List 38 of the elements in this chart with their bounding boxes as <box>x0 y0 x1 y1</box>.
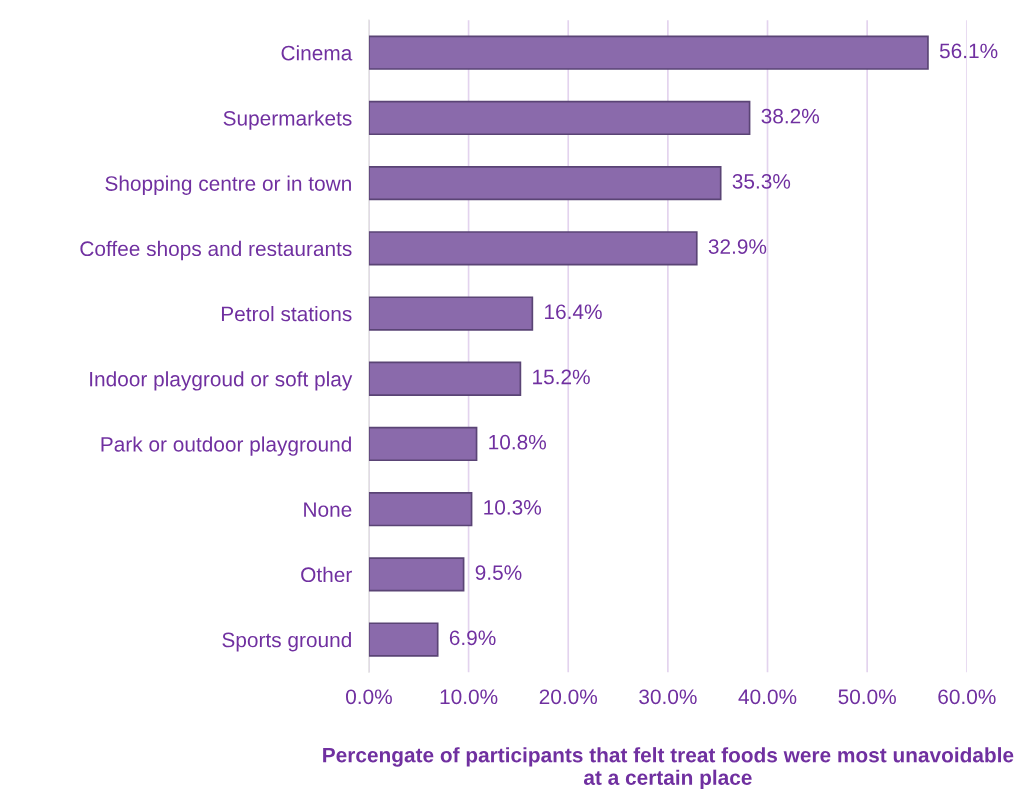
y-tick-label: None <box>304 502 352 517</box>
bar <box>368 100 751 136</box>
x-tick-label: 40.0% <box>738 689 797 705</box>
data-label: 10.3% <box>484 500 542 515</box>
y-tick-label: Coffee shops and restaurants <box>80 240 352 261</box>
x-tick-label: 0.0% <box>346 689 392 705</box>
data-label: 10.8% <box>489 434 546 450</box>
y-tick-label: Cinema <box>281 45 353 61</box>
bar <box>368 492 473 527</box>
y-tick-label: Shopping centre or in town <box>105 175 351 196</box>
x-tick-label: 60.0% <box>938 689 996 705</box>
data-label: 15.2% <box>533 369 590 385</box>
data-label: 32.9% <box>708 239 767 254</box>
bar <box>368 296 534 331</box>
data-label: 38.2% <box>761 108 820 124</box>
bar <box>368 622 439 657</box>
x-tick-label: 10.0% <box>440 689 498 705</box>
y-tick-label: Supermarkets <box>223 110 352 130</box>
x-tick-label: 50.0% <box>838 689 896 705</box>
y-tick-label: Petrol stations <box>221 306 352 322</box>
y-tick-label: Park or outdoor playground <box>101 436 351 456</box>
bar <box>368 231 698 266</box>
y-tick-label: Sports ground <box>222 632 351 652</box>
bar <box>368 361 522 396</box>
data-label: 56.1% <box>939 43 998 59</box>
bar <box>368 557 465 592</box>
data-label: 16.4% <box>545 304 602 320</box>
y-tick-label: Other <box>301 566 352 583</box>
bar <box>368 166 722 201</box>
data-label: 6.9% <box>449 630 496 646</box>
x-tick-label: 30.0% <box>639 689 697 705</box>
data-label: 35.3% <box>732 173 791 189</box>
bar <box>368 426 478 462</box>
bar <box>368 35 929 70</box>
data-label: 9.5% <box>475 565 522 580</box>
x-tick-label: 20.0% <box>539 689 598 705</box>
y-tick-label: Indoor playgroud or soft play <box>90 371 353 391</box>
x-axis-title: Percengate of participants that felt treat foods were most unavoidable at a certain place <box>323 747 1014 790</box>
